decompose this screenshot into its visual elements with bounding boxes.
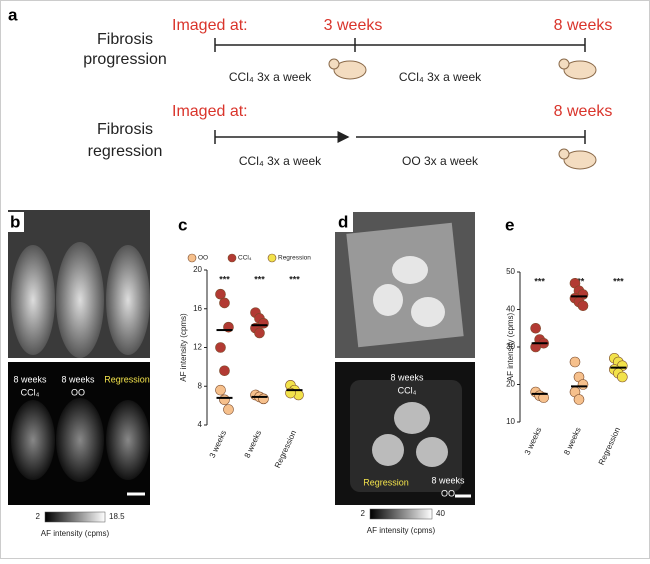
- group-label: Regression: [363, 477, 409, 487]
- row-title: progression: [83, 51, 167, 68]
- panel-label: e: [505, 215, 514, 234]
- x-tick-label: 3 weeks: [208, 429, 229, 459]
- legend-swatch: [187, 253, 197, 263]
- group-label: CCl₄: [21, 387, 40, 397]
- time-point: 8 weeks: [554, 17, 613, 34]
- colorbar: [44, 511, 106, 523]
- y-tick-label: 50: [506, 267, 515, 276]
- colorbar-max: 40: [436, 509, 445, 518]
- group-label: 8 weeks: [13, 374, 47, 384]
- label-box: [335, 212, 353, 232]
- annotation: ***: [613, 276, 624, 286]
- group-label: Regression: [104, 374, 150, 384]
- panel-label: c: [178, 215, 187, 234]
- data-point: [577, 300, 589, 312]
- group-label: OO: [71, 387, 85, 397]
- colorbar-label: AF intensity (cpms): [367, 526, 436, 535]
- group-label: 8 weeks: [431, 475, 465, 485]
- legend-swatch: [227, 253, 237, 263]
- colorbar-label: AF intensity (cpms): [41, 529, 110, 538]
- y-tick-label: 8: [198, 381, 203, 390]
- colorbar-max: 18.5: [109, 512, 125, 521]
- group-label: CCl₄: [398, 385, 417, 395]
- x-tick-label: 8 weeks: [243, 429, 264, 459]
- colorbar-min: 2: [36, 512, 41, 521]
- data-point: [617, 371, 628, 383]
- x-tick-label: 3 weeks: [523, 426, 544, 456]
- annotation: ***: [219, 274, 230, 284]
- treatment: OO 3x a week: [402, 154, 479, 168]
- panel-label: d: [338, 212, 348, 231]
- data-point: [530, 322, 541, 334]
- annotation: ***: [289, 274, 300, 284]
- time-point: 3 weeks: [324, 17, 383, 34]
- data-point: [530, 341, 541, 353]
- data-point: [258, 393, 269, 405]
- y-tick-label: 40: [506, 305, 515, 314]
- treatment: CCl₄ 3x a week: [399, 70, 482, 84]
- data-point: [219, 297, 230, 309]
- group-label: 8 weeks: [390, 372, 424, 382]
- imaged-at: Imaged at:: [172, 17, 248, 34]
- data-point: [538, 392, 549, 403]
- treatment: CCl₄ 3x a week: [229, 70, 312, 84]
- photo-content: [373, 256, 445, 327]
- data-point: [215, 288, 226, 300]
- group-label: OO: [441, 488, 455, 498]
- data-point: [254, 327, 265, 339]
- annotation: ***: [534, 276, 545, 286]
- timeline: [214, 38, 586, 52]
- x-tick-label: Regression: [273, 429, 298, 469]
- y-tick-label: 20: [506, 380, 515, 389]
- y-tick-label: 10: [506, 417, 515, 426]
- y-axis-label: AF intensity (cpms): [506, 312, 515, 381]
- treatment: CCl₄ 3x a week: [239, 154, 322, 168]
- x-tick-label: 8 weeks: [562, 426, 583, 456]
- data-point: [569, 356, 581, 368]
- timeline: [214, 130, 586, 144]
- label-box: [8, 212, 24, 232]
- data-point: [219, 394, 230, 406]
- legend-label: CCl₄: [238, 255, 252, 262]
- colorbar-min: 2: [361, 509, 366, 518]
- row-title: regression: [88, 143, 163, 160]
- data-point: [215, 384, 226, 396]
- x-tick-label: Regression: [597, 426, 622, 466]
- y-tick-label: 4: [198, 420, 203, 429]
- legend-label: Regression: [278, 255, 311, 262]
- photo-content: [372, 402, 448, 467]
- panel-label: b: [10, 212, 20, 231]
- data-point: [223, 404, 234, 415]
- group-label: 8 weeks: [61, 374, 95, 384]
- time-point: 8 weeks: [554, 103, 613, 120]
- imaged-at: Imaged at:: [172, 103, 248, 120]
- y-axis-label: AF intensity (cpms): [179, 313, 188, 382]
- row-title: Fibrosis: [97, 121, 153, 138]
- y-tick-label: 12: [193, 343, 202, 352]
- photo-content: [346, 222, 464, 348]
- mouse-icon: [328, 58, 597, 170]
- row-title: Fibrosis: [97, 31, 153, 48]
- y-tick-label: 20: [193, 265, 202, 274]
- data-point: [215, 342, 226, 353]
- data-point: [577, 379, 589, 390]
- legend-swatch: [267, 253, 277, 263]
- colorbar: [369, 508, 433, 520]
- legend-label: OO: [198, 255, 208, 262]
- annotation: ***: [254, 274, 265, 284]
- photo-content: [11, 242, 150, 358]
- y-tick-label: 30: [506, 342, 515, 351]
- panel-label: a: [8, 5, 18, 24]
- data-point: [573, 394, 585, 405]
- photo-content: [11, 398, 150, 482]
- y-tick-label: 16: [193, 304, 202, 313]
- data-point: [219, 365, 230, 377]
